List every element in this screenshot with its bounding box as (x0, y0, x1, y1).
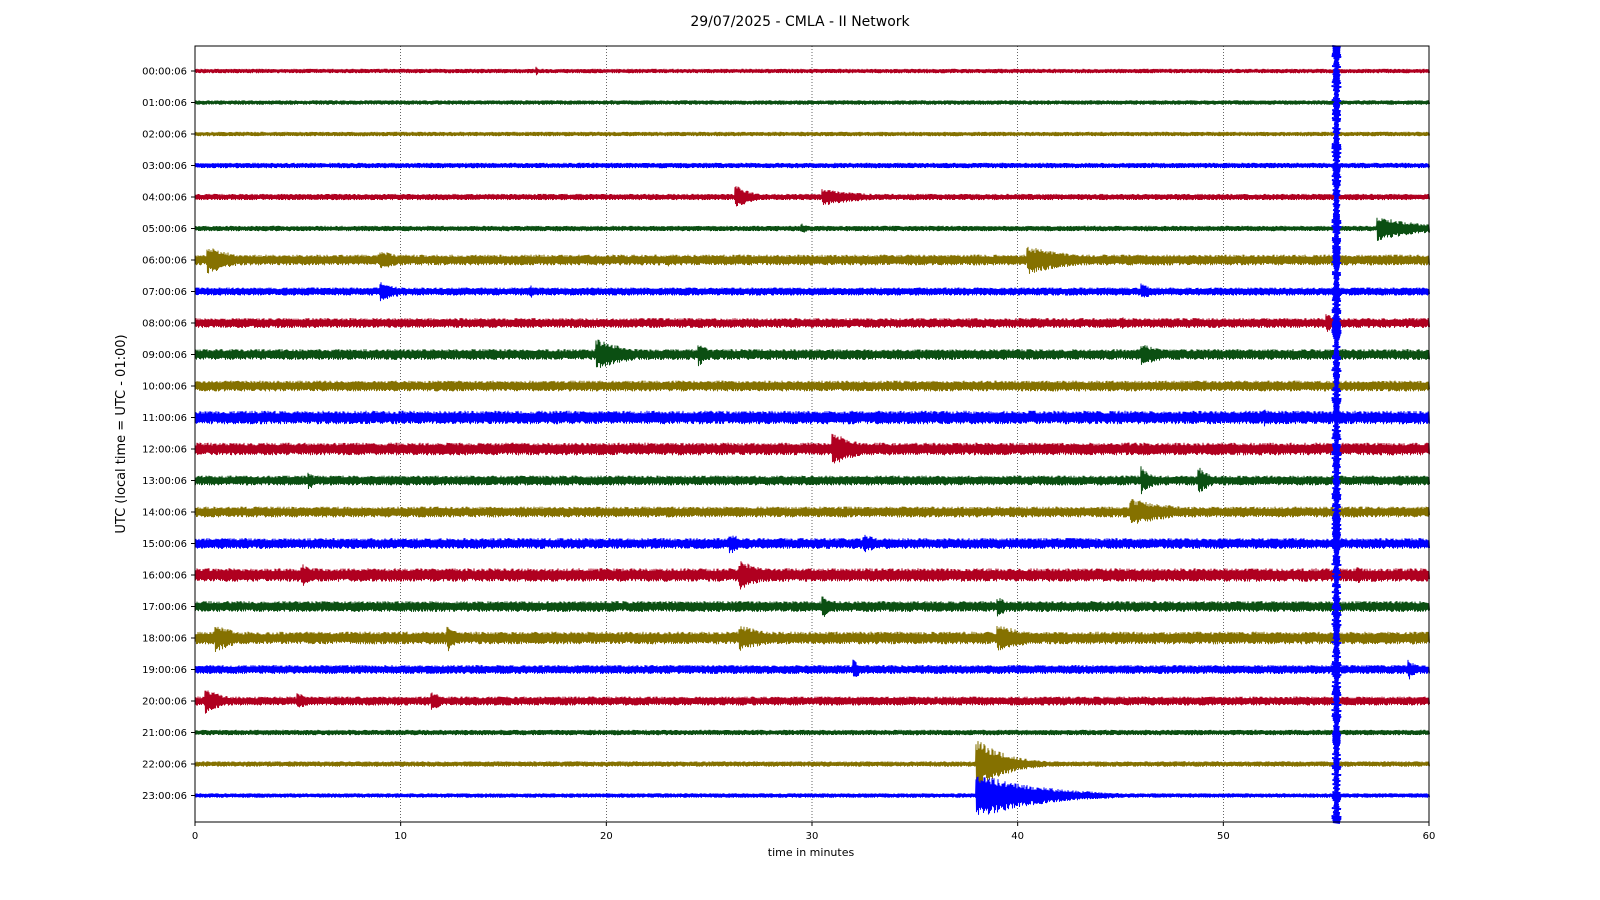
trace-02-00-06 (194, 131, 1430, 137)
trace-22-00-06 (194, 741, 1430, 787)
trace-18-00-06 (194, 625, 1430, 653)
trace-01-00-06 (194, 100, 1430, 105)
y-tick-label: 14:00:06 (142, 508, 187, 519)
y-tick-label: 11:00:06 (142, 413, 187, 424)
y-tick-label: 00:00:06 (142, 67, 187, 78)
vertical-event-trace (1331, 45, 1342, 824)
trace-08-00-06 (194, 314, 1430, 332)
trace-04-00-06 (194, 186, 1430, 207)
trace-09-00-06 (194, 339, 1430, 368)
y-tick-label: 09:00:06 (142, 350, 187, 361)
x-tick-label: 0 (192, 831, 198, 842)
x-axis-label: time in minutes (768, 846, 855, 859)
y-tick-label: 04:00:06 (142, 193, 187, 204)
trace-10-00-06 (194, 380, 1430, 392)
x-tick-labels: 0 10 20 30 40 50 60 (192, 822, 1436, 842)
y-tick-label: 01:00:06 (142, 98, 187, 109)
x-tick-label: 10 (394, 831, 407, 842)
trace-14-00-06 (194, 499, 1430, 524)
y-tick-labels: 00:00:06 01:00:06 02:00:06 03:00:06 04:00:06… (142, 67, 195, 802)
plot-frame (194, 45, 1430, 823)
trace-07-00-06 (194, 282, 1430, 302)
x-tick-label: 30 (806, 831, 819, 842)
trace-00-00-06 (194, 66, 1430, 76)
y-tick-label: 13:00:06 (142, 476, 187, 487)
x-tick-label: 60 (1423, 831, 1436, 842)
y-tick-label: 06:00:06 (142, 256, 187, 267)
y-tick-label: 21:00:06 (142, 728, 187, 739)
y-tick-label: 02:00:06 (142, 130, 187, 141)
x-tick-label: 40 (1011, 831, 1024, 842)
y-tick-label: 05:00:06 (142, 224, 187, 235)
trace-21-00-06 (194, 729, 1430, 736)
y-tick-label: 10:00:06 (142, 382, 187, 393)
trace-15-00-06 (194, 534, 1430, 554)
y-axis-label: UTC (local time = UTC - 01:00) (114, 334, 129, 533)
y-tick-label: 23:00:06 (142, 791, 187, 802)
y-tick-label: 16:00:06 (142, 571, 187, 582)
trace-13-00-06 (194, 466, 1430, 495)
y-tick-label: 15:00:06 (142, 539, 187, 550)
y-tick-label: 17:00:06 (142, 602, 187, 613)
trace-20-00-06 (194, 690, 1430, 714)
y-tick-label: 12:00:06 (142, 445, 187, 456)
seismic-traces (194, 66, 1430, 815)
y-tick-label: 22:00:06 (142, 760, 187, 771)
trace-23-00-06 (194, 776, 1430, 815)
y-tick-label: 08:00:06 (142, 319, 187, 330)
trace-11-00-06 (194, 409, 1430, 427)
trace-03-00-06 (194, 162, 1430, 169)
y-tick-label: 20:00:06 (142, 697, 187, 708)
x-tick-label: 20 (600, 831, 613, 842)
y-tick-label: 07:00:06 (142, 287, 187, 298)
y-tick-label: 19:00:06 (142, 665, 187, 676)
trace-17-00-06 (194, 596, 1430, 617)
trace-12-00-06 (194, 433, 1430, 464)
x-tick-label: 50 (1217, 831, 1230, 842)
chart-title: 29/07/2025 - CMLA - II Network (690, 14, 910, 30)
y-tick-label: 18:00:06 (142, 634, 187, 645)
trace-05-00-06 (194, 217, 1430, 241)
trace-06-00-06 (194, 246, 1430, 274)
trace-19-00-06 (194, 659, 1430, 680)
y-tick-label: 03:00:06 (142, 161, 187, 172)
grid-lines (400, 46, 1224, 822)
vertical-event (1331, 45, 1342, 824)
trace-16-00-06 (194, 561, 1430, 590)
